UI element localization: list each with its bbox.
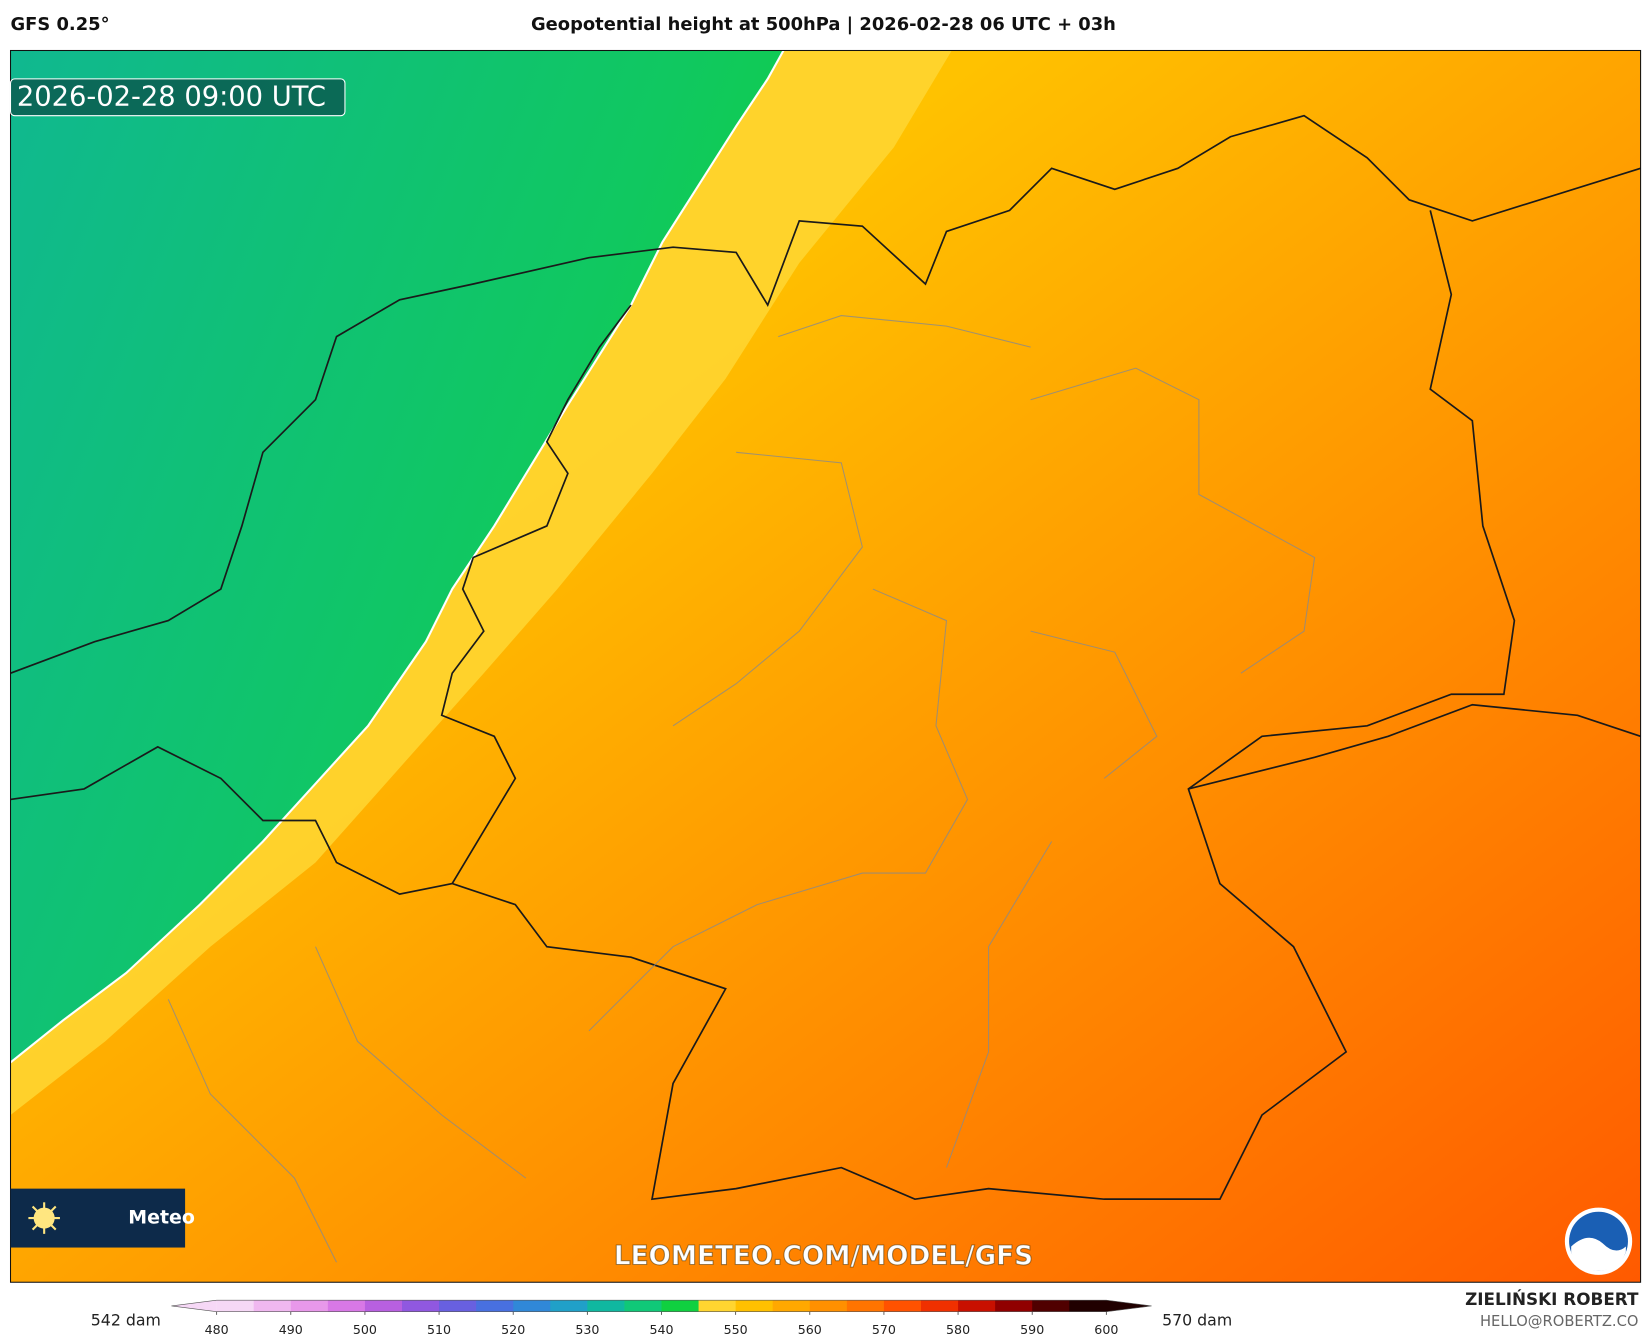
colorbar-tick-label: 490: [279, 1322, 303, 1337]
colorbar-tick-label: 590: [1020, 1322, 1044, 1337]
colorbar-tick-label: 540: [649, 1322, 673, 1337]
cold-region: [10, 50, 784, 1063]
colorbar-tick-label: 570: [872, 1322, 896, 1337]
map-area: 2026-02-28 09:00 UTC Meteo LEOMETEO.COM/…: [9, 49, 1642, 1283]
colorbar-segment: [476, 1300, 514, 1312]
region-border: [167, 315, 1316, 1263]
colorbar-segment: [439, 1300, 477, 1312]
colorbar-segment: [698, 1300, 737, 1312]
agency-logo: [1564, 1207, 1633, 1275]
contour-line: [9, 49, 785, 1064]
colorbar-segment: [364, 1300, 403, 1312]
colorbar-segment: [809, 1300, 848, 1312]
colorbar-extend-high: [1106, 1300, 1152, 1312]
colorbar-min-label: 542 dam: [91, 1311, 161, 1330]
colorbar-segment: [216, 1300, 255, 1312]
colorbar-tick-label: 550: [724, 1322, 748, 1337]
colorbar-tick-label: 520: [501, 1322, 525, 1337]
valid-time-box: [9, 78, 346, 117]
colorbar-tick-label: 480: [205, 1322, 229, 1337]
colorbar-segment: [1032, 1300, 1070, 1312]
colorbar-segment: [958, 1300, 996, 1312]
colorbar-segment: [920, 1300, 959, 1312]
colorbar-segment: [513, 1300, 551, 1312]
model-name: GFS 0.25°: [11, 14, 110, 35]
valid-time: 2026-02-28 09:00 UTC: [17, 81, 326, 112]
brand-name: Meteo: [128, 1207, 195, 1229]
colorbar-extend-low: [171, 1300, 217, 1312]
colorbar-segment: [290, 1300, 329, 1312]
colorbar-tick-label: 600: [1094, 1322, 1118, 1337]
colorbar-segment: [327, 1300, 366, 1312]
author: ZIELIŃSKI ROBERT: [1465, 1288, 1639, 1309]
colorbar-tick-label: 500: [353, 1322, 377, 1337]
country-border: [440, 210, 1516, 1201]
colorbar-segment: [401, 1300, 440, 1312]
colorbar-tick-label: 560: [798, 1322, 822, 1337]
coastline: [10, 114, 1641, 674]
colorbar-max-label: 570 dam: [1162, 1311, 1232, 1330]
colorbar-tick-label: 510: [427, 1322, 451, 1337]
colorbar-segment: [735, 1300, 774, 1312]
colorbar-segment: [772, 1300, 811, 1312]
colorbar: 480 490 500 510 520 530 540 550 560 570 580 590 600: [171, 1299, 1152, 1337]
contour-band: [10, 50, 952, 1115]
country-border: [10, 703, 1641, 895]
colorbar-segment: [1069, 1300, 1107, 1312]
sun-icon: [28, 1202, 60, 1234]
map-title: Geopotential height at 500hPa | 2026-02-…: [531, 14, 1116, 35]
colorbar-segment: [550, 1300, 588, 1312]
colorbar-segment: [253, 1300, 292, 1312]
colorbar-segment: [846, 1300, 885, 1312]
colorbar-segment: [587, 1300, 625, 1312]
colorbar-segment: [995, 1300, 1033, 1312]
colorbar-tick-label: 530: [575, 1322, 599, 1337]
colorbar-segment: [883, 1300, 922, 1312]
contact-email: HELLO@ROBERTZ.CO: [1480, 1313, 1639, 1330]
colorbar-segment: [624, 1300, 663, 1312]
watermark: LEOMETEO.COM/MODEL/GFS: [614, 1242, 1033, 1272]
map-frame: [9, 49, 1642, 1283]
colorbar-tick-label: 580: [946, 1322, 970, 1337]
colorbar-segment: [661, 1300, 700, 1312]
